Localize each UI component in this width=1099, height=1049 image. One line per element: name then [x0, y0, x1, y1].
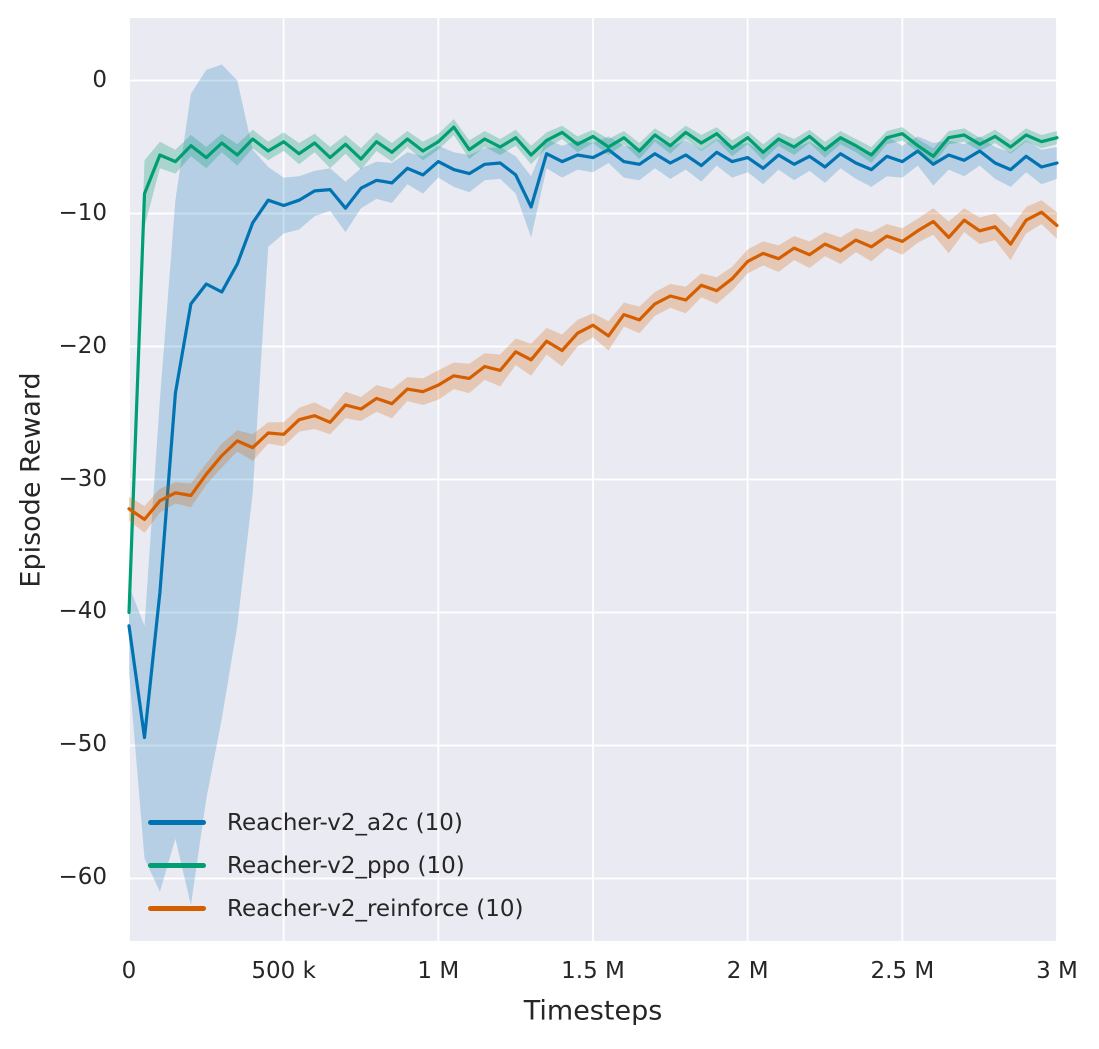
y-axis-label: Episode Reward [15, 372, 47, 588]
legend-item-a2c: Reacher-v2_a2c (10) [148, 801, 523, 844]
legend-line-ppo-swatch [148, 863, 206, 868]
y-tick-label: −60 [58, 864, 107, 891]
x-tick-label: 3 M [1036, 958, 1078, 984]
series-line-0 [127, 148, 1059, 740]
series-band-0 [129, 64, 1057, 906]
x-tick-label: 0 [121, 958, 137, 984]
legend-item-ppo: Reacher-v2_ppo (10) [148, 844, 523, 887]
x-tick-label: 1.5 M [561, 958, 625, 984]
legend: Reacher-v2_a2c (10) Reacher-v2_ppo (10) … [148, 801, 523, 930]
y-tick-label: 0 [92, 66, 107, 93]
x-tick-label: 2.5 M [870, 958, 935, 984]
y-tick-label: −20 [58, 332, 107, 359]
legend-line-reinforce-swatch [148, 906, 206, 911]
y-tick-label: −30 [58, 465, 107, 492]
series-line-2 [127, 210, 1059, 522]
y-tick-label: −10 [58, 199, 107, 226]
x-tick-label: 1 M [417, 958, 460, 984]
y-tick-label: −40 [58, 598, 107, 625]
legend-label-ppo: Reacher-v2_ppo (10) [227, 852, 465, 879]
y-tick-label: −50 [58, 731, 107, 758]
x-tick-label: 2 M [726, 958, 769, 984]
legend-label-reinforce: Reacher-v2_reinforce (10) [227, 895, 524, 922]
legend-item-reinforce: Reacher-v2_reinforce (10) [148, 887, 523, 930]
legend-label-a2c: Reacher-v2_a2c (10) [227, 809, 463, 836]
series-line-1 [127, 125, 1059, 615]
legend-line-a2c-swatch [148, 820, 206, 825]
x-tick-label: 500 k [251, 958, 316, 984]
x-axis-label: Timesteps [523, 995, 663, 1027]
